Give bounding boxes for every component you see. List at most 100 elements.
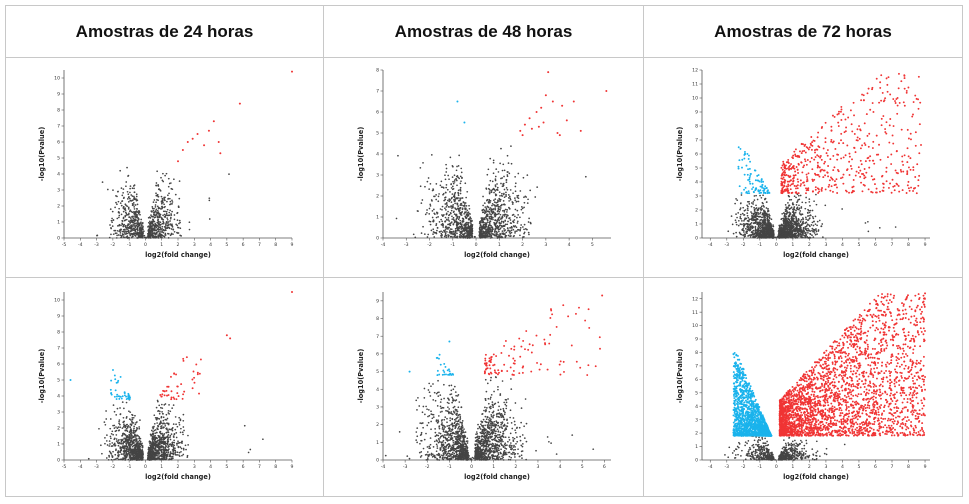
y-tick-label: 5 [695,166,698,172]
ns-point [503,233,506,236]
ns-point [841,208,843,210]
ns-point [124,224,127,227]
ns-point [126,226,129,229]
ns-point [471,227,474,230]
ns-point [115,201,117,204]
ns-point [803,234,806,237]
ns-point [814,223,817,226]
up-point [790,163,792,165]
ns-point [787,233,789,236]
ns-point [795,226,798,228]
up-point [895,150,898,152]
ns-point [454,236,457,239]
x-tick-label: 2 [808,242,811,248]
ns-point [141,236,144,239]
up-point [875,153,878,156]
ns-point [754,214,756,217]
ns-point [133,211,136,214]
ns-point [167,177,170,180]
up-point [872,140,875,143]
up-point [880,99,883,102]
ns-point [118,224,121,227]
ns-point [116,203,118,206]
ns-point [494,179,497,182]
ns-point [438,221,441,223]
ns-point [794,222,796,224]
ns-point [161,407,164,410]
ns-point [802,228,805,230]
ns-point [809,225,811,228]
ns-point [465,235,468,238]
ns-point [763,205,765,208]
ns-point [130,225,133,228]
ns-point [493,203,495,206]
up-point [893,184,896,187]
ns-point [158,234,160,237]
up-point [831,177,833,180]
up-point [822,176,825,179]
y-tick-label: 5 [376,131,379,137]
up-point [788,175,791,178]
up-point [900,170,903,173]
up-point [830,138,833,141]
up-point [836,186,838,189]
ns-point [457,189,460,192]
ns-point [805,234,808,236]
ns-point [139,234,141,236]
up-point [866,157,869,160]
up-point [862,99,865,102]
ns-point [140,224,143,227]
ns-point [765,235,767,238]
ns-point [771,231,773,234]
ns-point [496,183,498,185]
ns-point [800,224,803,227]
ns-point [486,198,489,201]
up-point [605,90,608,92]
ns-point [498,205,501,208]
up-point [889,93,892,96]
ns-point [514,197,516,199]
ns-point [508,206,510,209]
ns-point [788,208,791,210]
ns-point [807,232,809,234]
up-point [789,167,791,170]
ns-point [135,213,138,216]
ns-point [470,217,472,220]
up-point [817,155,820,158]
ns-point [501,236,504,239]
ns-point [751,225,754,228]
ns-point [466,209,469,212]
up-point [870,175,873,178]
ns-point [463,212,466,215]
ns-point [134,222,136,225]
up-point [914,176,917,178]
ns-point [133,195,135,198]
ns-point [756,218,758,221]
ns-point [764,197,767,200]
up-point [806,176,808,178]
up-point [832,154,835,157]
ns-point [153,213,155,216]
up-point [817,192,820,194]
up-point [824,174,827,177]
up-point [866,134,869,137]
up-point [864,160,867,163]
ns-point [167,221,170,223]
x-axis-label: log2(fold change) [783,251,849,259]
up-point [820,127,823,129]
ns-point [462,235,464,238]
ns-point [768,214,771,217]
down-point [753,169,756,172]
ns-point [454,232,456,234]
ns-point [436,229,438,232]
ns-point [514,232,516,234]
ns-point [751,233,754,235]
ns-point [459,213,462,216]
ns-point [867,230,870,233]
up-point [890,153,893,156]
ns-point [805,221,807,224]
ns-point [482,227,484,230]
ns-point [894,226,897,228]
x-tick-label: 1 [160,242,163,248]
up-point [897,185,900,187]
